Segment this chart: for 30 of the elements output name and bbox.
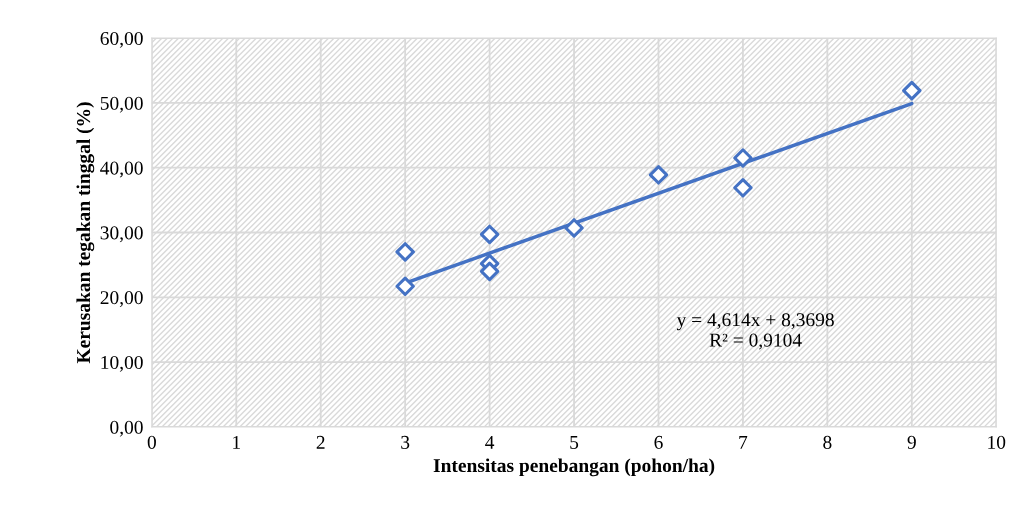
- x-tick-label: 9: [907, 435, 916, 449]
- point: [733, 178, 753, 198]
- y-tick-label: 30,00: [100, 226, 143, 243]
- y-tick-label: 10,00: [101, 355, 143, 372]
- point: [902, 80, 922, 101]
- x-tick-label: 8: [823, 435, 832, 449]
- point: [733, 148, 753, 168]
- x-tick-label: 10: [988, 435, 1006, 449]
- x-tick-label: 0: [147, 435, 156, 449]
- x-tick-label: 3: [401, 435, 410, 449]
- point: [395, 242, 415, 262]
- point: [479, 261, 500, 282]
- point: [395, 276, 415, 297]
- y-tick-label: 40,00: [100, 161, 143, 178]
- x-tick-label: 1: [233, 435, 240, 449]
- x-tick-label: 6: [654, 435, 663, 449]
- y-tick-label: 20,00: [100, 291, 143, 308]
- y-tick-label: 50,00: [100, 96, 143, 113]
- x-tick-label: 2: [316, 435, 325, 449]
- y-axis-title: Kerusakan tegakan tinggal (%): [76, 102, 95, 364]
- y-tick-label: 60,00: [100, 31, 143, 48]
- x-tick-label: 7: [739, 436, 748, 449]
- point: [479, 224, 500, 245]
- x-tick-label: 4: [485, 435, 495, 449]
- x-tick-label: 5: [570, 436, 579, 449]
- annotation: y = 4,614x + 8,3698 R² = 0,9104: [676, 313, 834, 350]
- x-axis-title: Intensitas penebangan (pohon/ha): [433, 458, 715, 477]
- point: [564, 218, 584, 238]
- point: [648, 165, 669, 185]
- y-tick-label: 0,00: [110, 420, 143, 437]
